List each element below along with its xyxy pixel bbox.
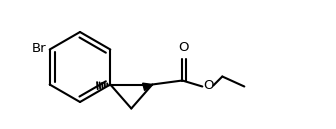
- Text: O: O: [178, 41, 188, 54]
- Text: O: O: [203, 79, 214, 92]
- Text: Br: Br: [32, 42, 47, 55]
- Polygon shape: [143, 83, 152, 91]
